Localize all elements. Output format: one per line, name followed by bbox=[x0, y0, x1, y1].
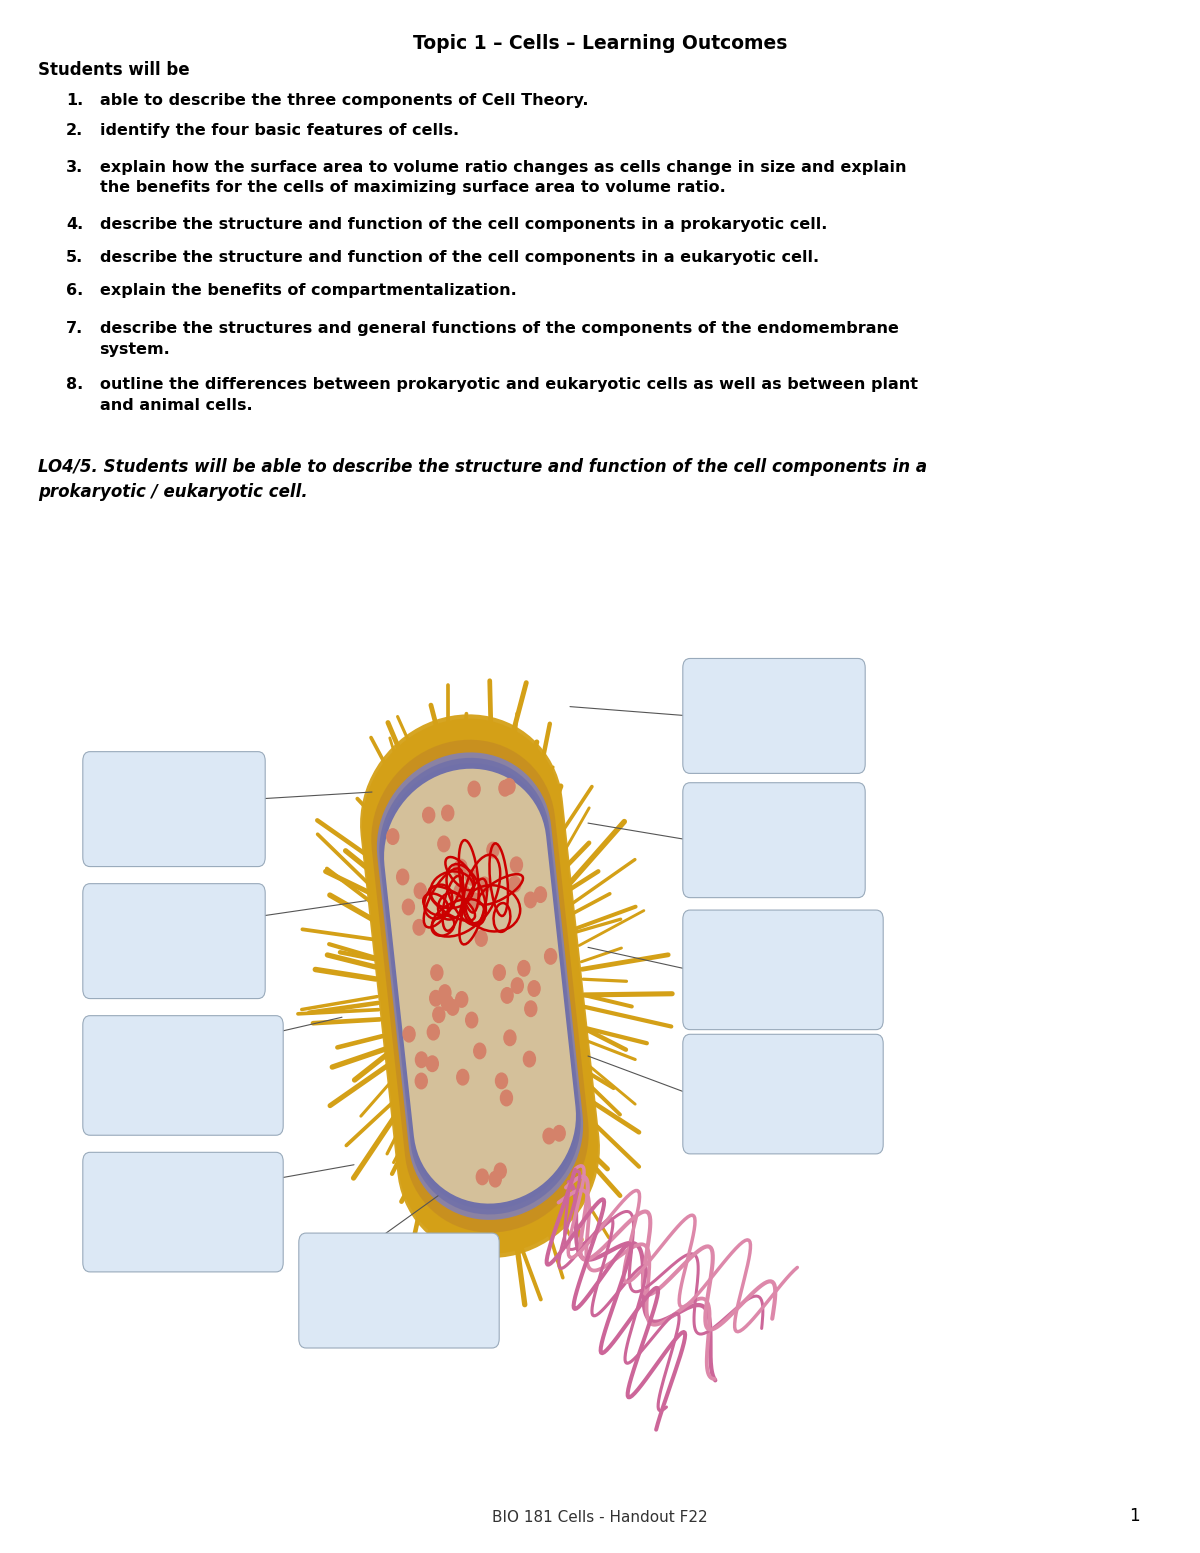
Circle shape bbox=[426, 1056, 438, 1072]
FancyBboxPatch shape bbox=[299, 1233, 499, 1348]
Text: 6.: 6. bbox=[66, 283, 83, 298]
Circle shape bbox=[504, 1030, 516, 1045]
PathPatch shape bbox=[377, 752, 583, 1221]
Circle shape bbox=[431, 964, 443, 980]
PathPatch shape bbox=[382, 763, 578, 1210]
PathPatch shape bbox=[374, 749, 586, 1224]
FancyBboxPatch shape bbox=[683, 910, 883, 1030]
Circle shape bbox=[496, 1073, 508, 1089]
Circle shape bbox=[402, 899, 414, 915]
PathPatch shape bbox=[364, 722, 596, 1250]
Text: 8.: 8. bbox=[66, 377, 83, 393]
Circle shape bbox=[476, 1169, 488, 1185]
Text: describe the structures and general functions of the components of the endomembr: describe the structures and general func… bbox=[100, 321, 899, 357]
Text: 7.: 7. bbox=[66, 321, 83, 337]
Circle shape bbox=[468, 893, 480, 909]
PathPatch shape bbox=[367, 731, 593, 1241]
Circle shape bbox=[386, 829, 398, 845]
Text: outline the differences between prokaryotic and eukaryotic cells as well as betw: outline the differences between prokaryo… bbox=[100, 377, 918, 413]
Circle shape bbox=[427, 1025, 439, 1041]
Circle shape bbox=[454, 884, 466, 899]
Circle shape bbox=[455, 859, 467, 874]
Circle shape bbox=[466, 1013, 478, 1028]
Text: Topic 1 – Cells – Learning Outcomes: Topic 1 – Cells – Learning Outcomes bbox=[413, 34, 787, 53]
Circle shape bbox=[523, 1051, 535, 1067]
Circle shape bbox=[457, 885, 469, 901]
Circle shape bbox=[446, 1000, 458, 1016]
Circle shape bbox=[403, 1027, 415, 1042]
Text: LO4/5. Students will be able to describe the structure and function of the cell : LO4/5. Students will be able to describe… bbox=[38, 458, 928, 502]
Circle shape bbox=[474, 1044, 486, 1059]
Text: explain how the surface area to volume ratio changes as cells change in size and: explain how the surface area to volume r… bbox=[100, 160, 906, 196]
PathPatch shape bbox=[371, 739, 589, 1233]
Circle shape bbox=[479, 877, 491, 893]
Circle shape bbox=[487, 842, 499, 857]
Circle shape bbox=[397, 870, 409, 885]
FancyBboxPatch shape bbox=[683, 1034, 883, 1154]
Text: explain the benefits of compartmentalization.: explain the benefits of compartmentaliza… bbox=[100, 283, 516, 298]
Circle shape bbox=[502, 988, 514, 1003]
Circle shape bbox=[534, 887, 546, 902]
Text: 2.: 2. bbox=[66, 123, 83, 138]
PathPatch shape bbox=[362, 719, 598, 1253]
Circle shape bbox=[413, 919, 425, 935]
Circle shape bbox=[468, 781, 480, 797]
Circle shape bbox=[454, 860, 466, 876]
Circle shape bbox=[500, 1090, 512, 1106]
FancyBboxPatch shape bbox=[83, 752, 265, 867]
Circle shape bbox=[490, 1171, 502, 1186]
PathPatch shape bbox=[370, 736, 590, 1236]
Text: 4.: 4. bbox=[66, 217, 83, 233]
FancyBboxPatch shape bbox=[683, 783, 865, 898]
Circle shape bbox=[433, 1006, 445, 1022]
PathPatch shape bbox=[360, 714, 600, 1258]
Circle shape bbox=[439, 985, 451, 1000]
Circle shape bbox=[511, 978, 523, 994]
FancyBboxPatch shape bbox=[83, 1152, 283, 1272]
PathPatch shape bbox=[377, 752, 583, 1221]
Text: describe the structure and function of the cell components in a prokaryotic cell: describe the structure and function of t… bbox=[100, 217, 827, 233]
PathPatch shape bbox=[379, 758, 581, 1214]
Circle shape bbox=[503, 778, 515, 794]
PathPatch shape bbox=[366, 727, 594, 1246]
Circle shape bbox=[499, 781, 511, 797]
FancyBboxPatch shape bbox=[683, 658, 865, 773]
Circle shape bbox=[510, 857, 522, 873]
Circle shape bbox=[524, 891, 536, 907]
Text: describe the structure and function of the cell components in a eukaryotic cell.: describe the structure and function of t… bbox=[100, 250, 818, 266]
Circle shape bbox=[509, 876, 521, 891]
Circle shape bbox=[494, 1163, 506, 1179]
Text: identify the four basic features of cells.: identify the four basic features of cell… bbox=[100, 123, 458, 138]
Circle shape bbox=[518, 961, 530, 977]
Circle shape bbox=[524, 1002, 536, 1017]
Circle shape bbox=[553, 1126, 565, 1141]
Circle shape bbox=[422, 808, 434, 823]
Text: able to describe the three components of Cell Theory.: able to describe the three components of… bbox=[100, 93, 588, 109]
FancyBboxPatch shape bbox=[83, 884, 265, 999]
Circle shape bbox=[442, 995, 454, 1011]
Circle shape bbox=[466, 870, 478, 885]
Circle shape bbox=[456, 992, 468, 1008]
Circle shape bbox=[415, 1073, 427, 1089]
Circle shape bbox=[493, 964, 505, 980]
Text: 1.: 1. bbox=[66, 93, 83, 109]
Circle shape bbox=[545, 949, 557, 964]
Circle shape bbox=[544, 1129, 556, 1145]
Circle shape bbox=[528, 981, 540, 997]
Circle shape bbox=[438, 836, 450, 851]
Circle shape bbox=[442, 806, 454, 822]
PathPatch shape bbox=[373, 744, 587, 1228]
Circle shape bbox=[457, 1070, 469, 1086]
Circle shape bbox=[430, 991, 442, 1006]
Text: 5.: 5. bbox=[66, 250, 83, 266]
FancyBboxPatch shape bbox=[83, 1016, 283, 1135]
Circle shape bbox=[475, 930, 487, 946]
Text: 1: 1 bbox=[1129, 1506, 1140, 1525]
Circle shape bbox=[415, 1051, 427, 1067]
Text: 3.: 3. bbox=[66, 160, 83, 175]
Circle shape bbox=[414, 884, 426, 899]
PathPatch shape bbox=[384, 769, 576, 1204]
Text: BIO 181 Cells - Handout F22: BIO 181 Cells - Handout F22 bbox=[492, 1510, 708, 1525]
Text: Students will be: Students will be bbox=[38, 61, 190, 79]
